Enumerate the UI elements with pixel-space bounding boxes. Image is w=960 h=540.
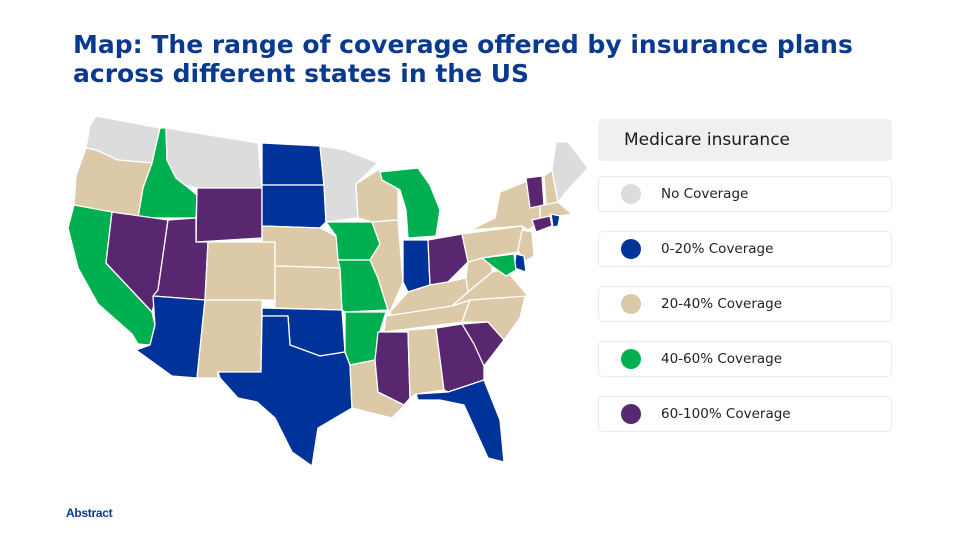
legend-swatch-icon: [621, 184, 641, 204]
state-TX[interactable]: [217, 315, 353, 467]
state-RI[interactable]: [550, 213, 561, 228]
legend-item-40-60-coverage: 40-60% Coverage: [598, 341, 892, 377]
state-AL[interactable]: [407, 327, 445, 399]
page-title: Map: The range of coverage offered by in…: [73, 30, 853, 88]
legend-item-60-100-coverage: 60-100% Coverage: [598, 396, 892, 432]
legend-item-0-20-coverage: 0-20% Coverage: [598, 231, 892, 267]
legend-label: 40-60% Coverage: [661, 351, 783, 367]
state-OH[interactable]: [427, 233, 469, 286]
legend-swatch-icon: [621, 294, 641, 314]
state-NM[interactable]: [196, 299, 263, 379]
legend-label: 20-40% Coverage: [661, 296, 783, 312]
state-ND[interactable]: [261, 142, 325, 186]
brand-logo: Abstract: [66, 506, 113, 520]
legend-item-20-40-coverage: 20-40% Coverage: [598, 286, 892, 322]
legend-swatch-icon: [621, 349, 641, 369]
legend-header: Medicare insurance: [598, 119, 892, 161]
state-NJ[interactable]: [517, 229, 535, 263]
state-CT[interactable]: [531, 215, 553, 233]
legend-swatch-icon: [621, 404, 641, 424]
state-MT[interactable]: [165, 127, 263, 189]
state-SD[interactable]: [261, 184, 327, 229]
legend-label: 60-100% Coverage: [661, 406, 791, 422]
legend-item-no-coverage: No Coverage: [598, 176, 892, 212]
state-IN[interactable]: [402, 239, 431, 293]
state-FL[interactable]: [415, 379, 505, 463]
state-IL[interactable]: [369, 219, 404, 313]
state-KS[interactable]: [274, 265, 343, 311]
state-WY[interactable]: [195, 187, 263, 243]
legend-label: No Coverage: [661, 186, 749, 202]
legend-label: 0-20% Coverage: [661, 241, 774, 257]
state-CO[interactable]: [204, 241, 276, 301]
state-MD[interactable]: [481, 253, 517, 277]
legend-swatch-icon: [621, 239, 641, 259]
us-map: [67, 115, 589, 467]
state-MI[interactable]: [379, 167, 441, 239]
state-ME[interactable]: [551, 141, 589, 203]
